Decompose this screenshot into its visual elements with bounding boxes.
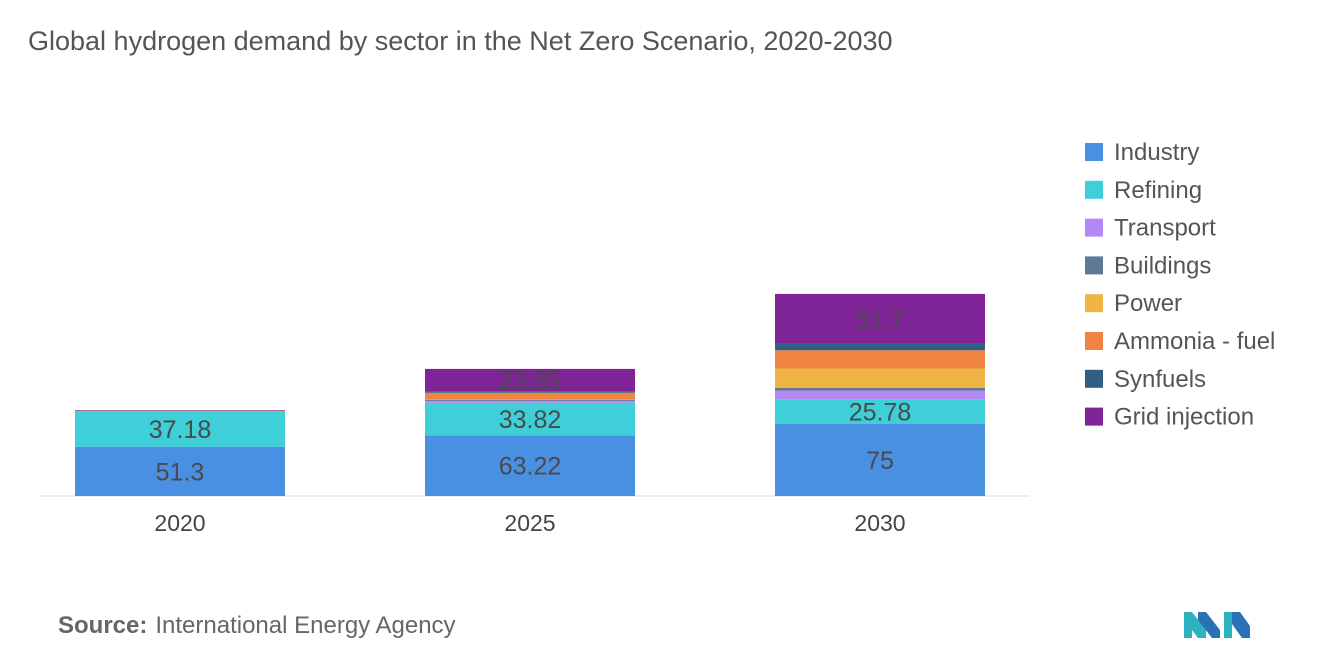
data-label-grid-injection-2030: 51.7 bbox=[856, 306, 905, 334]
source-text: International Energy Agency bbox=[155, 612, 456, 639]
legend-swatch-power bbox=[1085, 294, 1103, 313]
legend-label-power: Power bbox=[1114, 290, 1182, 317]
legend-label-grid-injection: Grid injection bbox=[1114, 404, 1254, 431]
chart-plot: 51.3 37.18 2020 63.22 33.82 23.85 2025 75 25.78 5… bbox=[40, 139, 1275, 536]
data-label-industry-2030: 75 bbox=[866, 447, 894, 475]
legend-swatch-grid-injection bbox=[1085, 407, 1103, 426]
source-note: Source: International Energy Agency bbox=[58, 612, 456, 640]
legend-swatch-transport bbox=[1085, 218, 1103, 237]
bar-buildings-2030 bbox=[775, 387, 985, 391]
legend-swatch-refining bbox=[1085, 180, 1103, 199]
data-label-refining-2020: 37.18 bbox=[149, 416, 212, 444]
bar-synfuels-2025 bbox=[425, 391, 635, 393]
bar-transport-2025 bbox=[425, 400, 635, 403]
bar-synfuels-2030 bbox=[775, 343, 985, 351]
legend-swatch-industry bbox=[1085, 143, 1103, 161]
legend: Industry Refining Transport Buildings Power A… bbox=[1085, 139, 1275, 431]
legend-label-synfuels: Synfuels bbox=[1114, 366, 1206, 393]
bar-refining-2020 bbox=[75, 411, 285, 447]
bar-refining-2030 bbox=[775, 399, 985, 424]
bar-industry-2030 bbox=[775, 424, 985, 496]
mordor-logo-icon bbox=[1184, 612, 1250, 638]
data-label-industry-2025: 63.22 bbox=[499, 453, 562, 481]
legend-swatch-ammonia-fuel bbox=[1085, 332, 1103, 350]
source-label: Source: bbox=[58, 612, 148, 639]
x-tick-label: 2030 bbox=[854, 510, 905, 536]
data-label-grid-injection-2025: 23.85 bbox=[499, 367, 562, 395]
data-label-refining-2030: 25.78 bbox=[849, 399, 912, 427]
data-label-industry-2020: 51.3 bbox=[156, 458, 205, 486]
bar-industry-2020 bbox=[75, 446, 285, 496]
legend-label-transport: Transport bbox=[1114, 215, 1216, 242]
legend-label-refining: Refining bbox=[1114, 177, 1202, 204]
legend-label-industry: Industry bbox=[1114, 139, 1199, 166]
legend-label-ammonia-fuel: Ammonia - fuel bbox=[1114, 328, 1275, 355]
data-label-refining-2025: 33.82 bbox=[499, 406, 562, 434]
bar-ammonia-fuel-2025 bbox=[425, 392, 635, 400]
bar-grid-injection-2025 bbox=[425, 368, 635, 392]
bar-ammonia-fuel-2030 bbox=[775, 350, 985, 369]
legend-swatch-synfuels bbox=[1085, 369, 1103, 388]
bar-industry-2025 bbox=[425, 435, 635, 496]
bars-layer: 51.3 37.18 2020 63.22 33.82 23.85 2025 75 25.78 5… bbox=[75, 293, 985, 536]
bar-power-2030 bbox=[775, 368, 985, 388]
bar-grid-injection-2030 bbox=[775, 293, 985, 344]
chart-title: Global hydrogen demand by sector in the … bbox=[28, 26, 893, 56]
x-tick-label: 2025 bbox=[504, 510, 555, 536]
bar-buildings-2025 bbox=[425, 399, 635, 401]
legend-swatch-buildings bbox=[1085, 256, 1103, 275]
legend-label-buildings: Buildings bbox=[1114, 252, 1211, 279]
bar-transport-2030 bbox=[775, 390, 985, 400]
bar-refining-2025 bbox=[425, 402, 635, 436]
x-tick-label: 2020 bbox=[154, 510, 205, 536]
